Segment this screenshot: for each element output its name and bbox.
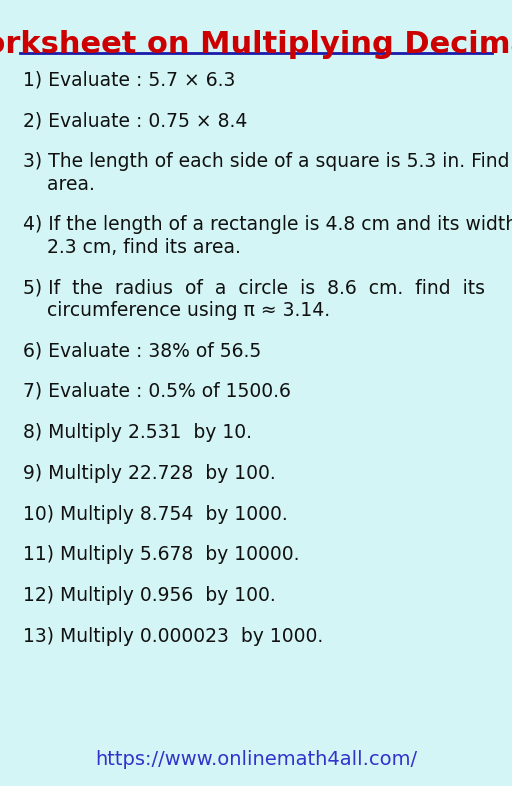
Text: 1) Evaluate : 5.7 × 6.3: 1) Evaluate : 5.7 × 6.3 [23, 71, 236, 90]
Text: 12) Multiply 0.956  by 100.: 12) Multiply 0.956 by 100. [23, 586, 276, 605]
Text: 11) Multiply 5.678  by 10000.: 11) Multiply 5.678 by 10000. [23, 545, 300, 564]
Text: 8) Multiply 2.531  by 10.: 8) Multiply 2.531 by 10. [23, 423, 252, 442]
Text: area.: area. [23, 175, 95, 194]
Text: 6) Evaluate : 38% of 56.5: 6) Evaluate : 38% of 56.5 [23, 341, 261, 360]
Text: 7) Evaluate : 0.5% of 1500.6: 7) Evaluate : 0.5% of 1500.6 [23, 382, 291, 401]
Text: 9) Multiply 22.728  by 100.: 9) Multiply 22.728 by 100. [23, 464, 276, 483]
Text: 10) Multiply 8.754  by 1000.: 10) Multiply 8.754 by 1000. [23, 505, 288, 523]
Text: https://www.onlinemath4all.com/: https://www.onlinemath4all.com/ [95, 750, 417, 769]
Text: 4) If the length of a rectangle is 4.8 cm and its width is: 4) If the length of a rectangle is 4.8 c… [23, 215, 512, 234]
Text: 2) Evaluate : 0.75 × 8.4: 2) Evaluate : 0.75 × 8.4 [23, 112, 247, 130]
Text: Worksheet on Multiplying Decimals: Worksheet on Multiplying Decimals [0, 30, 512, 59]
Text: 3) The length of each side of a square is 5.3 in. Find its: 3) The length of each side of a square i… [23, 152, 512, 171]
Text: 13) Multiply 0.000023  by 1000.: 13) Multiply 0.000023 by 1000. [23, 627, 323, 646]
Text: circumference using π ≈ 3.14.: circumference using π ≈ 3.14. [23, 301, 330, 320]
Text: 5) If  the  radius  of  a  circle  is  8.6  cm.  find  its: 5) If the radius of a circle is 8.6 cm. … [23, 278, 485, 297]
Text: 2.3 cm, find its area.: 2.3 cm, find its area. [23, 238, 241, 257]
